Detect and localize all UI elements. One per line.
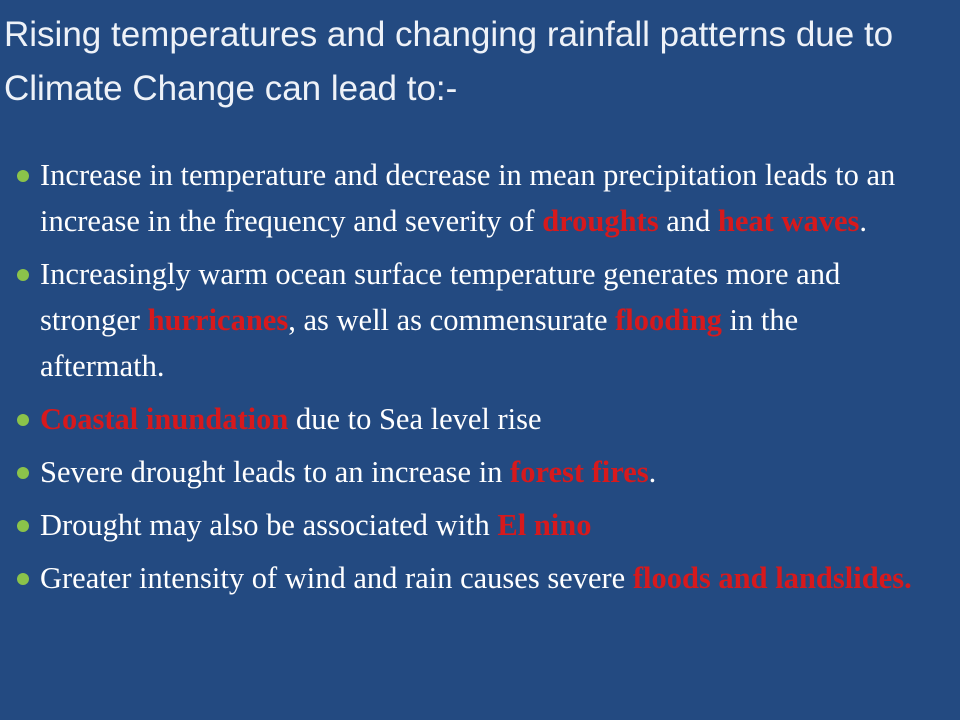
highlight-text: heat waves [717, 204, 860, 238]
bullet-item: Increase in temperature and decrease in … [0, 152, 930, 244]
bullet-dot [17, 269, 29, 281]
bullet-list: Increase in temperature and decrease in … [0, 152, 930, 608]
bullet-text: . [648, 455, 657, 489]
bullet-text: , as well as commensurate [288, 303, 616, 337]
highlight-text: hurricanes [147, 303, 289, 337]
bullet-text: Severe drought leads to an increase in [40, 455, 511, 489]
bullet-item: Increasingly warm ocean surface temperat… [0, 251, 930, 389]
bullet-dot [17, 414, 29, 426]
highlight-text: droughts [542, 204, 659, 238]
highlight-text: floods and landslides. [632, 561, 912, 595]
bullet-dot [17, 467, 29, 479]
bullet-dot [17, 170, 29, 182]
bullet-dot [17, 573, 29, 585]
bullet-text: . [859, 204, 867, 238]
highlight-text: El nino [497, 508, 592, 542]
bullet-text: Drought may also be associated with [40, 508, 498, 542]
bullet-text: Increasingly warm ocean surface temperat… [40, 257, 841, 337]
bullet-item: Coastal inundation due to Sea level rise [0, 396, 930, 442]
highlight-text: flooding [615, 303, 722, 337]
highlight-text: Coastal inundation [40, 402, 289, 436]
highlight-text: forest fires [510, 455, 649, 489]
bullet-text: Greater intensity of wind and rain cause… [40, 561, 633, 595]
bullet-text: Increase in temperature and decrease in … [40, 158, 896, 238]
bullet-text: due to Sea level rise [288, 402, 542, 436]
bullet-item: Drought may also be associated with El n… [0, 502, 930, 548]
bullet-text: in the aftermath. [40, 303, 799, 383]
slide-title: Rising temperatures and changing rainfal… [4, 15, 894, 108]
bullet-item: Severe drought leads to an increase in f… [0, 449, 930, 495]
bullet-text: and [658, 204, 718, 238]
bullet-dot [17, 520, 29, 532]
bullet-item: Greater intensity of wind and rain cause… [0, 555, 930, 601]
